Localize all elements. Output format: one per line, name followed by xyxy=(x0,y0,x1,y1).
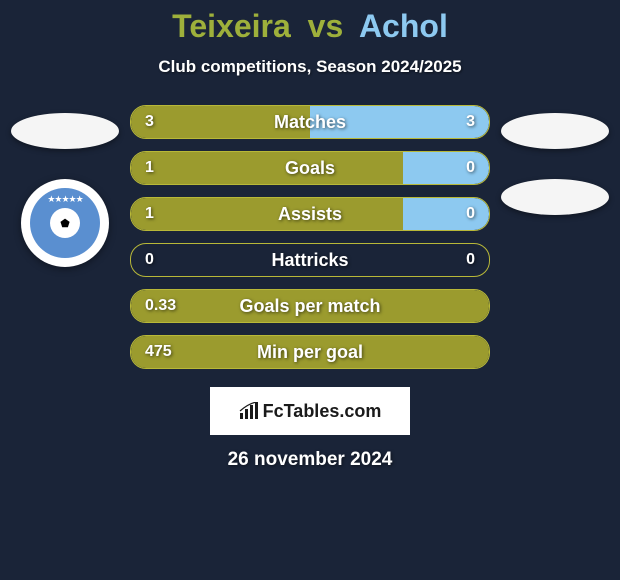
stat-value-right: 0 xyxy=(466,205,475,223)
stat-row: 1 0 Goals xyxy=(130,151,490,185)
player-a-club-logo: ★★★★★ xyxy=(21,179,109,267)
player-a-name: Teixeira xyxy=(172,8,291,44)
branding-text: FcTables.com xyxy=(263,401,382,422)
right-side-column xyxy=(500,105,610,215)
player-a-flag xyxy=(11,113,119,149)
branding-badge: FcTables.com xyxy=(210,387,410,435)
stat-row: 1 0 Assists xyxy=(130,197,490,231)
stat-row: 0 0 Hattricks xyxy=(130,243,490,277)
stats-column: 3 3 Matches 1 0 Goals 1 0 Assists 0 0 Hattricks 0.33… xyxy=(120,105,500,369)
stat-bar-right xyxy=(403,198,489,230)
stat-label: Assists xyxy=(278,204,342,225)
stat-value-right: 0 xyxy=(466,159,475,177)
content-row: ★★★★★ 3 3 Matches 1 0 Goals 1 0 Assists 0 0 Hattric… xyxy=(0,105,620,369)
branding-chart-icon xyxy=(239,402,259,420)
stat-value-left: 0 xyxy=(145,251,154,269)
stat-bar-right xyxy=(403,152,489,184)
left-side-column: ★★★★★ xyxy=(10,105,120,267)
subtitle: Club competitions, Season 2024/2025 xyxy=(0,57,620,77)
comparison-container: Teixeira vs Achol Club competitions, Sea… xyxy=(0,0,620,471)
player-b-club-placeholder xyxy=(501,179,609,215)
stat-row: 3 3 Matches xyxy=(130,105,490,139)
stat-bar-left xyxy=(131,152,403,184)
stat-label: Matches xyxy=(274,112,346,133)
date-text: 26 november 2024 xyxy=(0,449,620,471)
stat-row: 475 Min per goal xyxy=(130,335,490,369)
stat-value-left: 1 xyxy=(145,159,154,177)
page-title: Teixeira vs Achol xyxy=(0,8,620,45)
stat-row: 0.33 Goals per match xyxy=(130,289,490,323)
vs-text: vs xyxy=(308,8,344,44)
stat-value-left: 3 xyxy=(145,113,154,131)
stat-value-right: 0 xyxy=(466,251,475,269)
stat-value-left: 0.33 xyxy=(145,297,176,315)
stat-value-left: 475 xyxy=(145,343,172,361)
stat-value-left: 1 xyxy=(145,205,154,223)
stat-label: Goals xyxy=(285,158,335,179)
stat-label: Goals per match xyxy=(239,296,380,317)
club-logo-inner: ★★★★★ xyxy=(30,188,100,258)
stat-label: Min per goal xyxy=(257,342,363,363)
player-b-flag xyxy=(501,113,609,149)
club-ball-icon xyxy=(50,208,80,238)
stat-label: Hattricks xyxy=(271,250,348,271)
stat-bar-left xyxy=(131,198,403,230)
player-b-name: Achol xyxy=(359,8,448,44)
club-stars-icon: ★★★★★ xyxy=(47,194,82,205)
stat-value-right: 3 xyxy=(466,113,475,131)
